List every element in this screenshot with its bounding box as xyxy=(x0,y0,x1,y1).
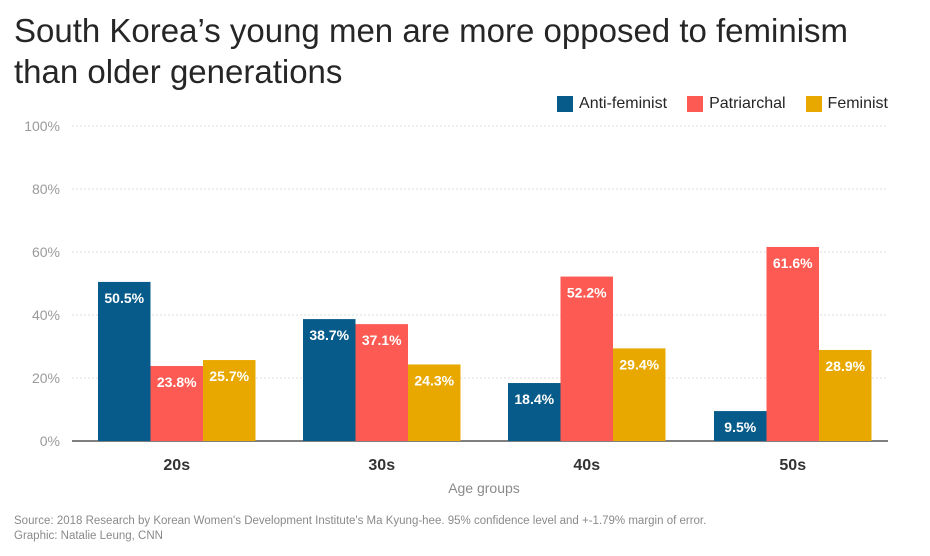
bar-value-label: 23.8% xyxy=(157,374,197,390)
x-tick-label: 30s xyxy=(368,457,395,474)
x-tick-label: 50s xyxy=(779,457,806,474)
bar-value-label: 9.5% xyxy=(724,419,756,435)
chart-title: South Korea’s young men are more opposed… xyxy=(14,12,849,90)
bar-feminist-50s xyxy=(819,349,872,441)
bar-feminist-30s xyxy=(408,364,461,441)
legend: Anti-feminist Patriarchal Feminist xyxy=(537,95,888,113)
bar-feminist-20s xyxy=(203,360,256,441)
y-tick-label: 80% xyxy=(32,181,60,197)
legend-swatch-feminist xyxy=(805,96,822,112)
graphic-credit: Graphic: Natalie Leung, CNN xyxy=(14,530,163,542)
legend-item-patriarchal: Patriarchal xyxy=(687,95,786,113)
source-note: Source: 2018 Research by Korean Women's … xyxy=(14,515,707,527)
footer: Source: 2018 Research by Korean Women's … xyxy=(14,514,706,544)
legend-label-patriarchal: Patriarchal xyxy=(709,95,786,112)
bar-value-label: 29.4% xyxy=(619,356,659,372)
bar-patriarchal-50s xyxy=(766,246,819,441)
bar-patriarchal-40s xyxy=(560,276,613,441)
bar-value-label: 28.9% xyxy=(825,358,865,374)
legend-swatch-patriarchal xyxy=(687,96,704,112)
y-tick-label: 40% xyxy=(32,307,60,323)
bar-value-label: 24.3% xyxy=(414,372,454,388)
y-axis-ticks: 0% 20% 40% 60% 80% 100% xyxy=(24,118,60,449)
bar-anti-feminist-20s xyxy=(98,281,151,441)
bar-labels: 50.5% 23.8% 25.7% 38.7% 37.1% 24.3% 18.4% 52.2%… xyxy=(104,255,865,435)
bars xyxy=(98,246,872,441)
legend-label-feminist: Feminist xyxy=(827,95,888,112)
bar-value-label: 25.7% xyxy=(209,368,249,384)
bar-value-label: 50.5% xyxy=(104,290,144,306)
x-axis-ticks: 20s 30s 40s 50s xyxy=(163,457,806,474)
bar-anti-feminist-40s xyxy=(508,383,561,441)
y-tick-label: 20% xyxy=(32,370,60,386)
legend-label-anti-feminist: Anti-feminist xyxy=(579,95,668,112)
y-tick-label: 100% xyxy=(24,118,60,134)
bar-value-label: 38.7% xyxy=(309,327,349,343)
bar-value-label: 37.1% xyxy=(362,332,402,348)
bar-value-label: 18.4% xyxy=(514,391,554,407)
bar-feminist-40s xyxy=(613,348,666,441)
bar-value-label: 52.2% xyxy=(567,285,607,301)
legend-item-anti-feminist: Anti-feminist xyxy=(557,95,667,113)
x-axis-label: Age groups xyxy=(448,480,520,496)
bar-value-label: 61.6% xyxy=(773,255,813,271)
x-tick-label: 40s xyxy=(573,457,600,474)
y-tick-label: 0% xyxy=(40,433,60,449)
bar-patriarchal-30s xyxy=(355,324,408,441)
bar-anti-feminist-50s xyxy=(714,411,767,441)
bar-anti-feminist-30s xyxy=(303,319,356,441)
legend-swatch-anti-feminist xyxy=(557,96,574,112)
bar-patriarchal-20s xyxy=(150,366,203,441)
x-tick-label: 20s xyxy=(163,457,190,474)
legend-item-feminist: Feminist xyxy=(805,95,888,113)
y-tick-label: 60% xyxy=(32,244,60,260)
